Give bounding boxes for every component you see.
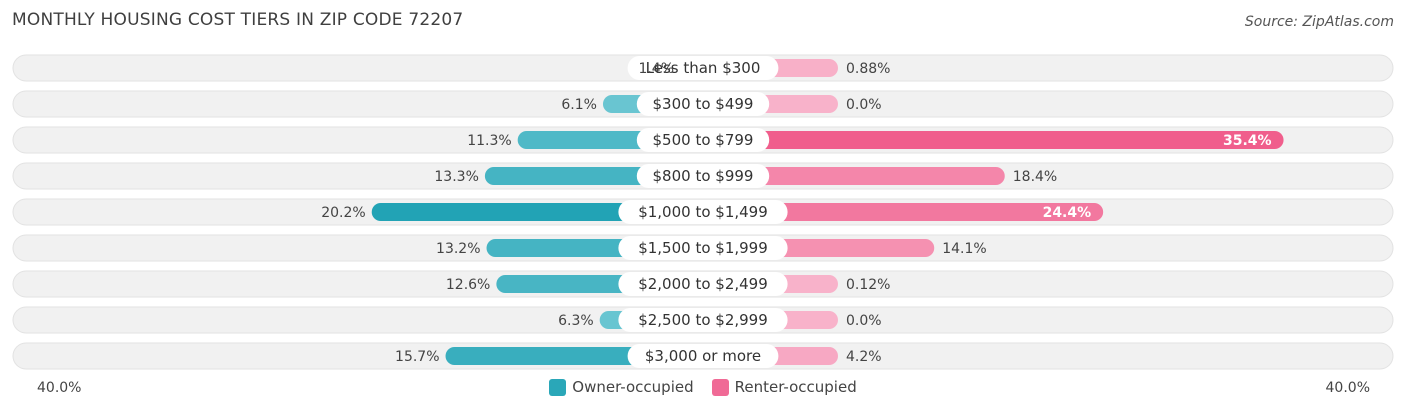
category-label: $3,000 or more	[645, 347, 761, 365]
renter-value-label: 24.4%	[1043, 205, 1092, 221]
category-pill	[636, 92, 770, 116]
owner-value-label: 6.1%	[561, 97, 597, 113]
chart-title: MONTHLY HOUSING COST TIERS IN ZIP CODE 7…	[12, 10, 464, 30]
category-pill	[618, 200, 788, 224]
category-pill	[636, 128, 770, 152]
category-label: $1,500 to $1,999	[638, 239, 768, 257]
chart-source: Source: ZipAtlas.com	[1244, 14, 1394, 30]
renter-value-label: 35.4%	[1223, 133, 1272, 149]
owner-value-label: 1.4%	[638, 61, 674, 77]
renter-value-label: 0.88%	[846, 61, 890, 77]
owner-value-label: 12.6%	[446, 277, 490, 293]
legend-item-renter: Renter-occupied	[711, 378, 857, 396]
owner-value-label: 15.7%	[395, 349, 439, 365]
owner-value-label: 20.2%	[321, 205, 365, 221]
legend: Owner-occupied Renter-occupied	[0, 378, 1406, 396]
owner-value-label: 11.3%	[467, 133, 511, 149]
category-pill	[618, 308, 788, 332]
category-pill	[627, 56, 779, 80]
renter-value-label: 0.0%	[846, 97, 882, 113]
legend-label-renter: Renter-occupied	[734, 378, 857, 396]
category-label: $500 to $799	[653, 131, 754, 149]
renter-bar	[693, 167, 1005, 185]
renter-value-label: 0.12%	[846, 277, 890, 293]
axis-label-right: 40.0%	[1325, 380, 1370, 396]
renter-bar	[693, 131, 1284, 149]
category-label: $1,000 to $1,499	[638, 203, 768, 221]
renter-value-label: 18.4%	[1013, 169, 1057, 185]
category-label: $2,500 to $2,999	[638, 311, 768, 329]
category-pill	[636, 164, 770, 188]
category-label: $800 to $999	[653, 167, 754, 185]
axis-label-left: 40.0%	[37, 380, 82, 396]
category-pill	[618, 272, 788, 296]
category-pill	[627, 344, 779, 368]
renter-value-label: 0.0%	[846, 313, 882, 329]
legend-item-owner: Owner-occupied	[549, 378, 694, 396]
category-pill	[618, 236, 788, 260]
renter-value-label: 4.2%	[846, 349, 882, 365]
owner-value-label: 13.2%	[436, 241, 480, 257]
renter-bar	[693, 203, 1104, 221]
renter-value-label: 14.1%	[942, 241, 986, 257]
owner-value-label: 13.3%	[434, 169, 478, 185]
owner-value-label: 6.3%	[558, 313, 594, 329]
category-label: $2,000 to $2,499	[638, 275, 768, 293]
category-label: Less than $300	[646, 59, 761, 77]
legend-swatch-owner	[549, 378, 567, 396]
legend-swatch-renter	[711, 378, 729, 396]
legend-label-owner: Owner-occupied	[572, 378, 694, 396]
category-label: $300 to $499	[653, 95, 754, 113]
